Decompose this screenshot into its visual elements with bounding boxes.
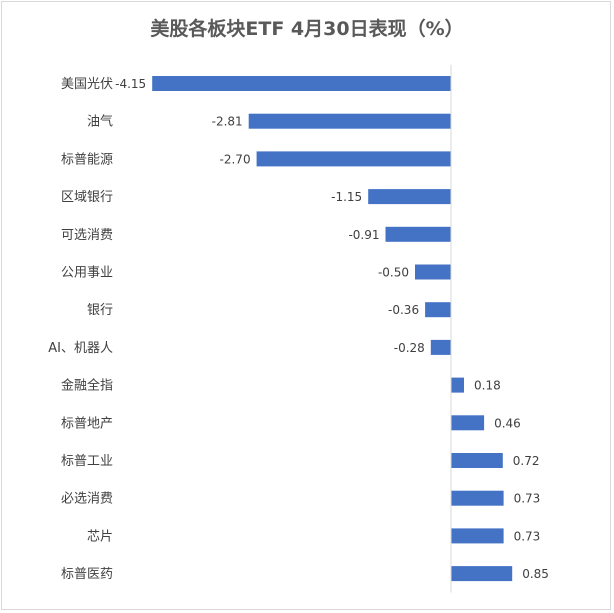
data-label: 0.72 xyxy=(513,454,540,468)
category-label: 标普地产 xyxy=(61,416,113,431)
bar xyxy=(451,415,485,431)
category-label: AI、机器人 xyxy=(48,341,113,356)
bar xyxy=(451,566,513,582)
bar xyxy=(415,264,451,280)
data-label: 0.73 xyxy=(514,492,541,506)
bar xyxy=(425,302,451,318)
bar xyxy=(451,490,504,506)
data-label: 0.73 xyxy=(514,529,541,543)
bar xyxy=(451,377,464,393)
data-label: -1.15 xyxy=(331,190,362,204)
bar xyxy=(385,226,451,242)
category-label: 必选消费 xyxy=(61,492,113,507)
category-label: 银行 xyxy=(87,303,113,318)
category-label: 油气 xyxy=(87,114,113,130)
bar xyxy=(368,189,451,205)
category-label: 金融全指 xyxy=(61,378,113,394)
data-label: -2.81 xyxy=(212,115,243,129)
data-label: -0.28 xyxy=(394,341,425,355)
data-label: 0.85 xyxy=(522,567,549,581)
bar xyxy=(451,528,504,544)
category-label: 标普能源 xyxy=(61,152,113,167)
data-label: -0.50 xyxy=(378,266,409,280)
category-label: 标普医药 xyxy=(61,567,113,582)
bar xyxy=(248,113,451,129)
bar xyxy=(152,76,451,91)
category-label: 区域银行 xyxy=(61,190,113,205)
data-label: 0.18 xyxy=(474,379,501,393)
bar xyxy=(256,151,451,167)
data-label: -0.91 xyxy=(348,228,379,242)
category-label: 标普工业 xyxy=(61,454,113,469)
category-label: 芯片 xyxy=(87,529,113,544)
data-label: 0.46 xyxy=(494,416,521,430)
category-label: 公用事业 xyxy=(61,266,113,281)
category-label: 可选消费 xyxy=(61,228,113,243)
data-label: -0.36 xyxy=(388,303,419,317)
bar xyxy=(451,453,503,468)
data-label: -4.15 xyxy=(115,77,146,91)
bar xyxy=(430,339,451,355)
category-label: 美国光伏 xyxy=(61,77,113,92)
chart-title: 美股各板块ETF 4月30日表现（%） xyxy=(150,18,464,40)
data-label: -2.70 xyxy=(220,152,251,166)
